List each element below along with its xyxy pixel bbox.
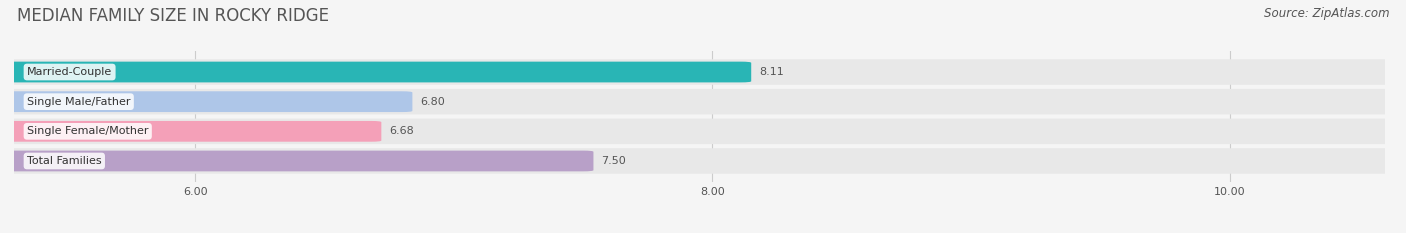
Text: 6.80: 6.80 xyxy=(420,97,444,107)
Text: Married-Couple: Married-Couple xyxy=(27,67,112,77)
FancyBboxPatch shape xyxy=(4,59,1395,85)
Text: Single Male/Father: Single Male/Father xyxy=(27,97,131,107)
Text: Source: ZipAtlas.com: Source: ZipAtlas.com xyxy=(1264,7,1389,20)
Text: 6.68: 6.68 xyxy=(389,126,413,136)
Text: 8.11: 8.11 xyxy=(759,67,783,77)
FancyBboxPatch shape xyxy=(4,119,1395,144)
FancyBboxPatch shape xyxy=(4,89,1395,114)
FancyBboxPatch shape xyxy=(4,151,593,171)
Text: 7.50: 7.50 xyxy=(602,156,626,166)
FancyBboxPatch shape xyxy=(4,91,412,112)
FancyBboxPatch shape xyxy=(4,121,381,142)
Text: Total Families: Total Families xyxy=(27,156,101,166)
FancyBboxPatch shape xyxy=(4,62,751,82)
Text: Single Female/Mother: Single Female/Mother xyxy=(27,126,149,136)
Text: MEDIAN FAMILY SIZE IN ROCKY RIDGE: MEDIAN FAMILY SIZE IN ROCKY RIDGE xyxy=(17,7,329,25)
FancyBboxPatch shape xyxy=(4,148,1395,174)
